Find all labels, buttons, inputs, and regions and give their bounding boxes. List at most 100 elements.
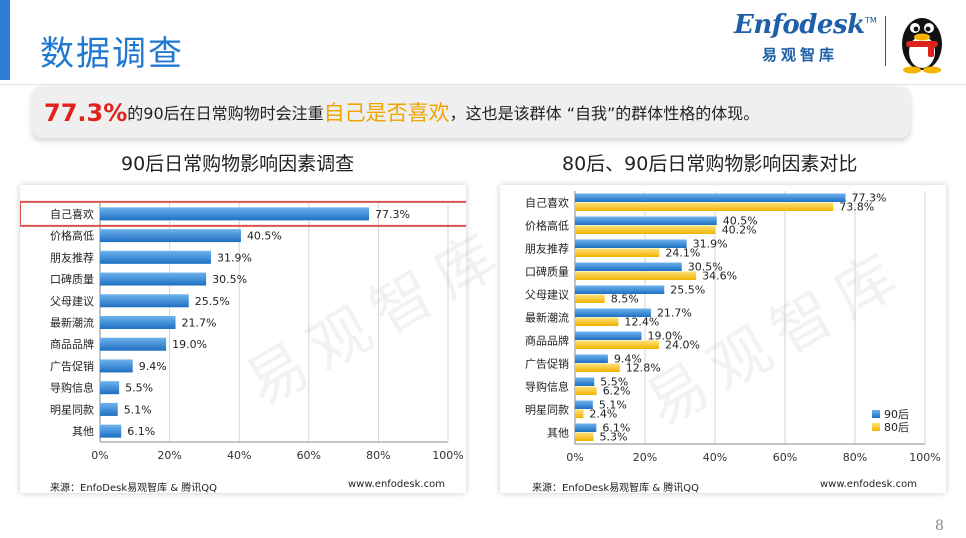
left-chart-bar-item-5: [100, 294, 189, 308]
left-chart-value-label: 31.9%: [217, 251, 252, 264]
right-chart-value-label: 5.5%: [600, 376, 628, 389]
right-chart-bar-series-2-item-11: [575, 432, 594, 441]
left-website: www.enfodesk.com: [348, 479, 445, 490]
right-chart-bar-series-1-item-8: [575, 354, 608, 363]
left-chart-x-tick-label: 0%: [91, 449, 108, 462]
right-chart-bar-series-1-item-7: [575, 331, 642, 340]
key-finding-text-after: ，这也是该群体 “自我”的群体性格的体现。: [449, 104, 760, 123]
right-chart-value-label: 30.5%: [688, 261, 723, 274]
right-chart-bar-series-2-item-7: [575, 340, 659, 349]
right-chart-bar-series-1-item-3: [575, 239, 687, 248]
right-chart-value-label: 31.9%: [693, 238, 728, 251]
right-chart-category-label: 父母建议: [525, 288, 569, 302]
left-chart-bar-item-8: [100, 359, 133, 373]
left-chart-bar-item-11: [100, 424, 122, 438]
right-chart-bar-series-1-item-2: [575, 216, 717, 225]
left-chart-bar-item-10: [100, 402, 118, 416]
right-chart-category-label: 最新潮流: [525, 311, 569, 325]
right-chart-legend-swatch-series-2: [872, 423, 880, 431]
right-chart-value-label: 9.4%: [614, 353, 642, 366]
right-chart-value-label: 24.1%: [665, 247, 700, 260]
left-chart-category-label: 朋友推荐: [50, 250, 94, 264]
left-chart-value-label: 9.4%: [139, 360, 167, 373]
right-chart-bar-series-2-item-10: [575, 409, 584, 418]
right-chart-x-tick-label: 20%: [633, 451, 657, 464]
left-chart-category-label: 价格高低: [50, 229, 94, 243]
left-chart-category-label: 明星同款: [50, 402, 94, 416]
right-chart-category-label: 广告促销: [525, 357, 569, 371]
left-chart-x-tick-label: 60%: [297, 449, 321, 462]
left-chart-x-tick-label: 20%: [157, 449, 181, 462]
left-chart-value-label: 6.1%: [127, 425, 155, 438]
header-divider: [0, 84, 966, 85]
right-chart-value-label: 40.5%: [723, 215, 758, 228]
key-finding-callout: 77.3%的90后在日常购物时会注重自己是否喜欢，这也是该群体 “自我”的群体性…: [32, 86, 910, 138]
right-chart-panel: 0% 20% 40% 60% 80% 100% 自己喜欢 77.3% 73.8% 价格高低 40.5…: [500, 185, 946, 493]
right-chart-value-label: 40.2%: [722, 224, 757, 237]
right-chart-x-tick-label: 0%: [566, 451, 583, 464]
page-number: 8: [935, 518, 944, 534]
left-chart-value-label: 5.5%: [125, 382, 153, 395]
logo-chinese-name: 易观智库: [762, 46, 839, 64]
logo-trademark: TM: [865, 16, 877, 25]
right-chart-category-label: 自己喜欢: [525, 196, 569, 210]
right-chart-value-label: 77.3%: [852, 192, 887, 205]
page-title: 数据调查: [40, 34, 184, 74]
right-website: www.enfodesk.com: [820, 479, 917, 490]
logo-wordmark: Enfodesk: [734, 10, 865, 40]
right-chart-category-label: 导购信息: [525, 380, 569, 394]
right-chart-title: 80后、90后日常购物影响因素对比: [562, 153, 858, 175]
left-chart-category-label: 最新潮流: [50, 316, 94, 330]
left-chart-category-label: 口碑质量: [50, 273, 94, 286]
left-chart-bar-item-7: [100, 337, 167, 351]
logo-divider: [885, 16, 886, 66]
right-chart-bar-series-2-item-5: [575, 294, 605, 303]
right-chart-value-label: 19.0%: [648, 330, 683, 343]
right-chart-category-label: 价格高低: [525, 219, 569, 233]
left-chart-bar-item-6: [100, 316, 176, 329]
left-chart-bar-item-4: [100, 272, 207, 286]
left-chart-title: 90后日常购物影响因素调查: [121, 153, 355, 175]
right-chart-bar-series-1-item-5: [575, 285, 665, 294]
left-chart-category-label: 父母建议: [50, 294, 94, 308]
right-chart-value-label: 73.8%: [839, 201, 874, 214]
right-chart-bar-series-2-item-1: [575, 202, 834, 211]
right-chart-category-label: 商品品牌: [525, 334, 569, 348]
left-source-note: 来源：EnfoDesk易观智库 & 腾讯QQ: [50, 483, 218, 494]
chart-90s-shopping-factors: 0% 20% 40% 60% 80% 100% 自己喜欢 77.3% 价格高低 40.5% 朋友推荐…: [19, 200, 469, 462]
left-chart-value-label: 19.0%: [172, 338, 207, 351]
right-chart-value-label: 5.3%: [600, 431, 628, 444]
left-chart-panel: 0% 20% 40% 60% 80% 100% 自己喜欢 77.3% 价格高低 40.5% 朋友推荐…: [19, 185, 469, 493]
left-chart-category-label: 自己喜欢: [50, 207, 94, 221]
qq-penguin-icon: [902, 18, 942, 74]
right-chart-value-label: 21.7%: [657, 307, 692, 320]
right-chart-legend-label: 80后: [884, 421, 909, 434]
left-chart-x-tick-label: 80%: [366, 449, 390, 462]
right-chart-value-label: 25.5%: [670, 284, 705, 297]
right-chart-bar-series-2-item-2: [575, 225, 716, 234]
key-finding-text: 77.3%的90后在日常购物时会注重自己是否喜欢，这也是该群体 “自我”的群体性…: [44, 97, 759, 127]
right-chart-value-label: 2.4%: [589, 408, 617, 421]
right-chart-bar-series-2-item-3: [575, 248, 660, 257]
left-chart-category-label: 商品品牌: [50, 337, 94, 351]
right-chart-bar-series-2-item-8: [575, 363, 620, 372]
left-chart-value-label: 5.1%: [124, 403, 152, 416]
right-chart-category-label: 朋友推荐: [525, 242, 569, 256]
right-chart-value-label: 6.1%: [602, 422, 630, 435]
left-chart-bar-item-2: [100, 229, 241, 243]
left-chart-value-label: 30.5%: [212, 273, 247, 286]
left-chart-x-tick-label: 100%: [432, 449, 463, 462]
right-chart-bar-series-2-item-4: [575, 271, 697, 280]
right-chart-value-label: 6.2%: [603, 385, 631, 398]
title-accent-bar: [0, 0, 10, 80]
right-chart-category-label: 其他: [547, 427, 569, 440]
right-chart-bar-series-1-item-1: [575, 193, 846, 202]
right-chart-value-label: 12.4%: [624, 316, 659, 329]
right-chart-x-tick-label: 40%: [703, 451, 727, 464]
left-chart-value-label: 25.5%: [195, 295, 230, 308]
right-chart-value-label: 24.0%: [665, 339, 700, 352]
key-finding-percentage: 77.3%: [44, 99, 128, 127]
right-chart-legend-swatch-series-1: [872, 410, 880, 418]
left-chart-value-label: 77.3%: [375, 208, 410, 221]
key-finding-keyword: 自己是否喜欢: [323, 101, 450, 125]
